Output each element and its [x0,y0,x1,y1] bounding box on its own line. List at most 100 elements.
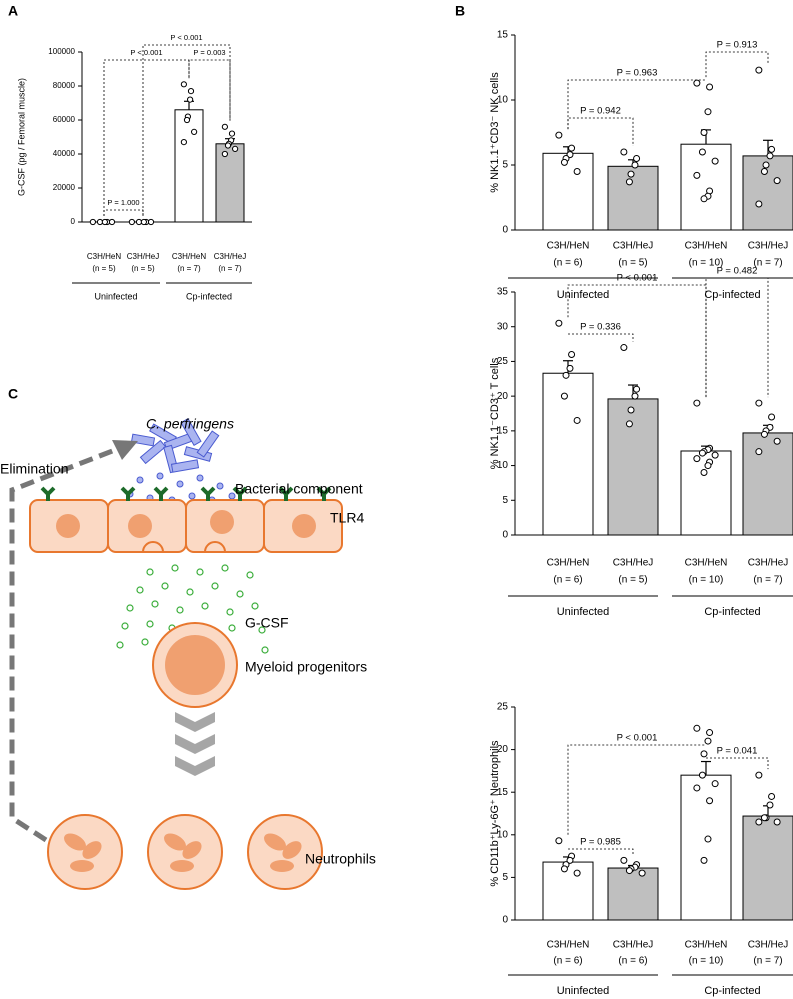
data-point [128,218,135,226]
comparison-bracket [567,744,706,835]
group-label: Uninfected [94,291,137,301]
x-tick-label: C3H/HeN [547,558,590,569]
x-tick-sublabel: (n = 6) [553,956,582,967]
data-point [711,451,719,459]
y-tick-label: 0 [502,530,508,541]
bar [680,774,732,921]
y-axis-label: % NK1.1⁻CD3⁺ T cells [489,357,501,469]
p-value: P = 0.942 [580,106,621,117]
diagram-label: Bacterial component [235,481,363,497]
p-value: P = 0.913 [717,40,758,51]
comparison-bracket [568,848,634,855]
data-point [755,818,763,826]
x-tick-label: C3H/HeN [87,252,121,261]
bar [542,152,594,231]
bar [215,143,245,223]
group-label: Uninfected [557,289,610,301]
data-point [568,144,576,152]
data-point [755,771,763,779]
group-label: Cp-infected [186,291,232,301]
nuclei [56,510,316,538]
data-point [755,200,763,208]
x-tick-label: C3H/HeN [685,241,728,252]
data-point [768,413,776,421]
data-point [693,399,701,407]
data-point [147,218,155,226]
p-value: P < 0.001 [617,733,658,744]
y-tick-label: 5 [502,495,508,506]
x-tick-sublabel: (n = 7) [177,264,201,273]
data-point [183,116,191,124]
data-point [562,371,570,379]
x-tick-label: C3H/HeJ [214,252,246,261]
p-value: P = 0.003 [193,48,225,57]
y-tick-label: 25 [497,356,509,367]
diagram-label: C. perfringens [146,416,234,432]
neutrophils [47,814,323,890]
data-point [760,430,768,438]
diagram-label: G-CSF [245,615,289,631]
comparison-bracket [103,59,190,216]
x-tick-label: C3H/HeN [547,940,590,951]
data-point [627,170,635,178]
data-point [638,869,646,877]
bar [742,815,793,921]
y-tick-label: 80000 [53,81,76,90]
comparison-bracket [706,757,769,770]
data-point [573,869,581,877]
x-tick-sublabel: (n = 5) [92,264,116,273]
comparison-bracket [103,209,144,216]
y-axis-label: G-CSF (pg / Femoral muscle) [16,78,26,196]
x-tick-sublabel: (n = 6) [618,956,647,967]
chevrons [175,712,215,776]
y-tick-label: 20 [497,744,509,755]
group-label: Cp-infected [704,985,760,997]
data-point [755,66,763,74]
panel-label: A [8,3,18,19]
data-point [89,218,96,226]
panel-label: C [8,386,18,402]
p-value: P < 0.001 [170,33,202,42]
x-tick-label: C3H/HeJ [748,558,789,569]
p-value: P = 0.963 [617,68,658,79]
data-point [711,157,719,165]
bar [542,372,594,536]
y-tick-label: 10 [497,95,509,106]
x-tick-sublabel: (n = 7) [753,575,782,586]
bar [742,155,793,231]
comparison-bracket [568,333,634,342]
data-point [224,142,232,149]
x-tick-sublabel: (n = 10) [689,956,724,967]
data-point [620,856,628,864]
data-point [704,108,712,116]
data-point [711,780,719,788]
data-point [560,865,568,873]
data-point [760,814,768,822]
data-point [631,161,639,169]
data-point [555,837,563,845]
data-point [108,218,116,226]
y-tick-label: 10 [497,460,509,471]
data-point [568,350,576,358]
x-tick-label: C3H/HeN [685,940,728,951]
panel-label: B [455,3,465,19]
x-tick-label: C3H/HeN [547,241,590,252]
data-point [625,420,633,428]
data-point [698,771,706,779]
data-point [700,195,708,203]
group-label: Uninfected [557,985,610,997]
data-point [766,152,774,160]
x-tick-sublabel: (n = 7) [753,258,782,269]
data-point [232,145,239,152]
diagram-label: Myeloid progenitors [245,659,367,675]
x-tick-label: C3H/HeJ [613,940,654,951]
x-tick-sublabel: (n = 6) [553,258,582,269]
data-point [221,123,228,130]
x-tick-sublabel: (n = 7) [218,264,242,273]
group-label: Uninfected [557,606,610,618]
elimination-arrow [9,445,121,843]
y-axis-label: % NK1.1⁺CD3⁻ NK cells [489,72,501,193]
data-point [566,364,574,372]
data-point [693,171,701,179]
